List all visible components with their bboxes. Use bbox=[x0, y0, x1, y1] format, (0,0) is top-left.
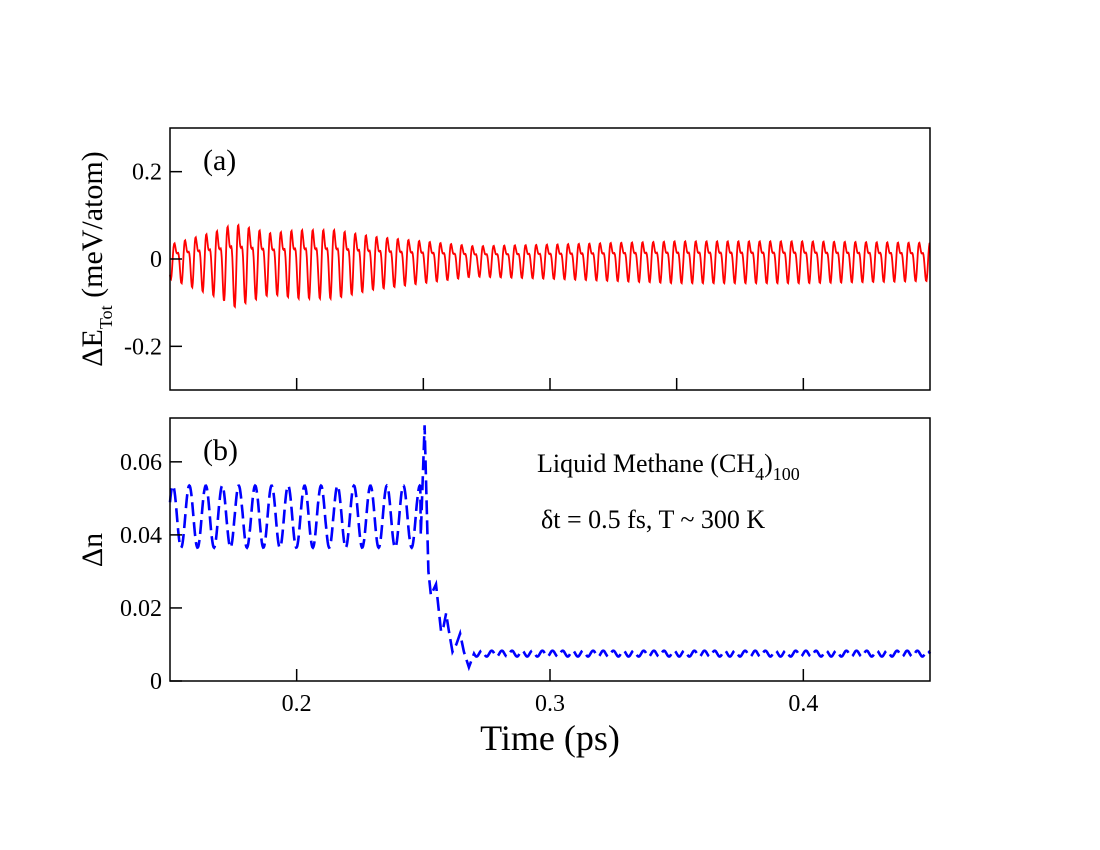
y-tick-label: -0.2 bbox=[124, 334, 162, 360]
panel-b-ylabel: Δn bbox=[76, 533, 109, 567]
y-tick-label: 0.2 bbox=[132, 160, 162, 186]
panel-a-frame bbox=[169, 127, 931, 391]
x-tick-label: 0.4 bbox=[788, 691, 818, 717]
annotation-system: Liquid Methane (CH4)100 bbox=[537, 449, 800, 484]
y-tick-label: 0.06 bbox=[120, 450, 162, 476]
y-tick-label: 0 bbox=[150, 669, 162, 695]
x-tick-label: 0.2 bbox=[282, 691, 312, 717]
series-delta-e-tot bbox=[169, 223, 931, 309]
panel-b: 0 0.02 0.04 0.06 0.2 0.3 0.4 (b) Δn Liquid Met… bbox=[76, 417, 932, 758]
panel-b-ticks: 0 0.02 0.04 0.06 0.2 0.3 0.4 bbox=[120, 450, 818, 717]
panel-a-ylabel: ΔETot (meV/atom) bbox=[76, 151, 116, 367]
panel-a-ticks: -0.2 0 0.2 bbox=[124, 160, 805, 390]
y-tick-label: 0 bbox=[150, 247, 162, 273]
series-delta-n bbox=[168, 425, 932, 672]
panel-b-series-layer bbox=[168, 425, 932, 672]
panel-b-label: (b) bbox=[203, 434, 238, 467]
y-tick-label: 0.02 bbox=[120, 596, 162, 622]
y-tick-label: 0.04 bbox=[120, 523, 162, 549]
panel-a: -0.2 0 0.2 (a) ΔETot (meV/atom) bbox=[76, 127, 931, 391]
panel-a-label: (a) bbox=[203, 144, 236, 177]
panel-a-series-layer bbox=[169, 223, 931, 309]
x-tick-label: 0.3 bbox=[535, 691, 565, 717]
annotation-params: δt = 0.5 fs, T ~ 300 K bbox=[541, 505, 765, 534]
x-axis-label: Time (ps) bbox=[480, 718, 620, 758]
